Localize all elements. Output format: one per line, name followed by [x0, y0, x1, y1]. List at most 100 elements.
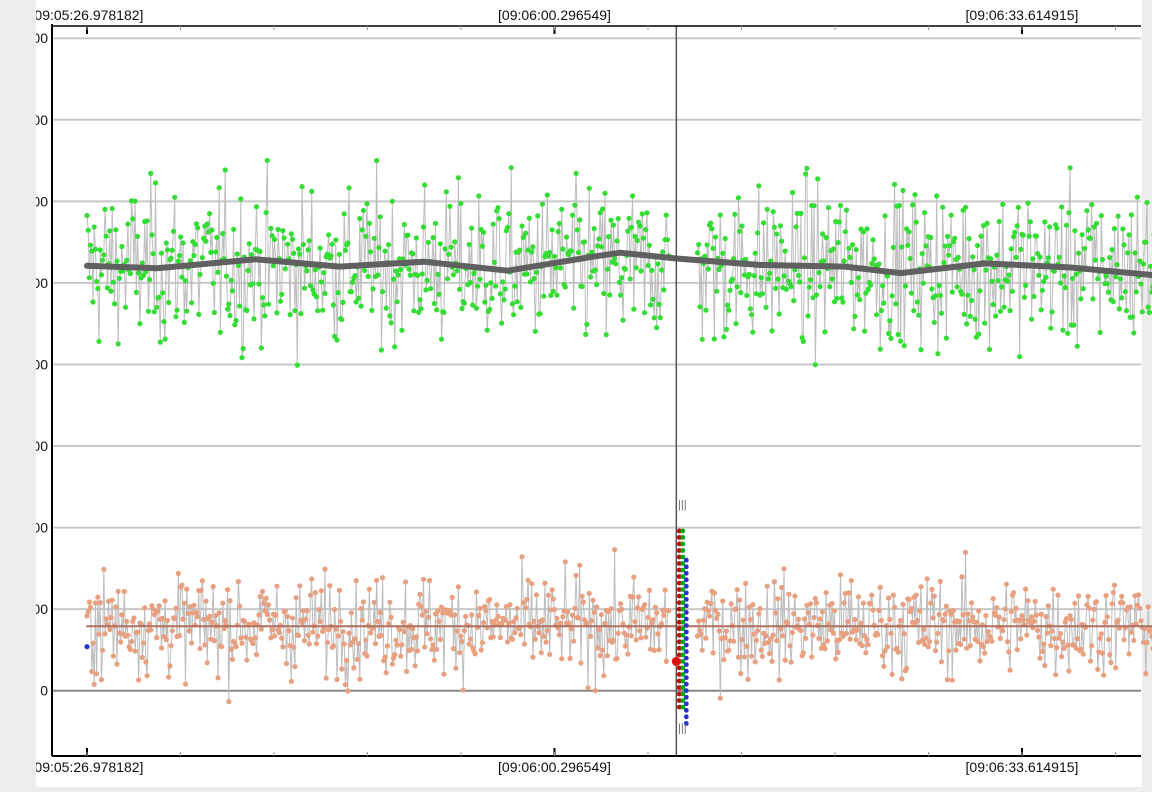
data-point[interactable] — [753, 251, 758, 256]
data-point[interactable] — [331, 643, 336, 648]
data-point[interactable] — [724, 628, 729, 633]
data-point[interactable] — [934, 640, 939, 645]
data-point[interactable] — [848, 255, 853, 260]
data-point[interactable] — [891, 245, 896, 250]
data-point[interactable] — [933, 293, 938, 298]
data-point[interactable] — [906, 597, 911, 602]
data-point[interactable] — [423, 287, 428, 292]
data-point[interactable] — [163, 598, 168, 603]
data-point[interactable] — [187, 628, 192, 633]
data-point[interactable] — [593, 267, 598, 272]
data-point[interactable] — [886, 595, 891, 600]
data-point[interactable] — [182, 601, 187, 606]
data-point[interactable] — [375, 272, 380, 277]
data-point[interactable] — [340, 300, 345, 305]
data-point[interactable] — [892, 605, 897, 610]
data-point[interactable] — [259, 345, 264, 350]
data-point[interactable] — [557, 632, 562, 637]
data-point[interactable] — [932, 594, 937, 599]
data-point[interactable] — [396, 272, 401, 277]
data-point[interactable] — [738, 290, 743, 295]
data-point[interactable] — [856, 594, 861, 599]
data-point[interactable] — [417, 297, 422, 302]
data-point[interactable] — [104, 234, 109, 239]
data-point[interactable] — [309, 189, 314, 194]
data-point[interactable] — [792, 594, 797, 599]
data-point[interactable] — [197, 272, 202, 277]
data-point[interactable] — [619, 275, 624, 280]
data-point[interactable] — [387, 313, 392, 318]
data-point[interactable] — [160, 616, 165, 621]
data-point[interactable] — [1086, 594, 1091, 599]
data-point[interactable] — [93, 247, 98, 252]
data-point[interactable] — [580, 594, 585, 599]
data-point[interactable] — [997, 615, 1002, 620]
data-point[interactable] — [1060, 639, 1065, 644]
data-point[interactable] — [711, 650, 716, 655]
data-point[interactable] — [629, 225, 634, 230]
data-point[interactable] — [260, 589, 265, 594]
data-point[interactable] — [896, 332, 901, 337]
data-point[interactable] — [395, 642, 400, 647]
data-point[interactable] — [595, 645, 600, 650]
marker-point[interactable] — [684, 701, 689, 706]
data-point[interactable] — [608, 606, 613, 611]
data-point[interactable] — [215, 270, 220, 275]
data-point[interactable] — [295, 363, 300, 368]
data-point[interactable] — [1009, 609, 1014, 614]
data-point[interactable] — [899, 676, 904, 681]
data-point[interactable] — [205, 221, 210, 226]
data-point[interactable] — [1105, 281, 1110, 286]
data-point[interactable] — [929, 587, 934, 592]
data-point[interactable] — [260, 295, 265, 300]
marker-point[interactable] — [684, 656, 689, 661]
data-point[interactable] — [1023, 283, 1028, 288]
data-point[interactable] — [636, 594, 641, 599]
data-point[interactable] — [172, 195, 177, 200]
data-point[interactable] — [915, 618, 920, 623]
marker-point[interactable] — [684, 662, 689, 667]
data-point[interactable] — [1010, 289, 1015, 294]
data-point[interactable] — [90, 641, 95, 646]
data-point[interactable] — [485, 328, 490, 333]
data-point[interactable] — [1004, 582, 1009, 587]
data-point[interactable] — [1049, 309, 1054, 314]
data-point[interactable] — [695, 250, 700, 255]
data-point[interactable] — [513, 615, 518, 620]
data-point[interactable] — [462, 301, 467, 306]
data-point[interactable] — [322, 567, 327, 572]
data-point[interactable] — [419, 604, 424, 609]
data-point[interactable] — [286, 628, 291, 633]
data-point[interactable] — [249, 252, 254, 257]
data-point[interactable] — [760, 291, 765, 296]
data-point[interactable] — [243, 635, 248, 640]
data-point[interactable] — [641, 236, 646, 241]
data-point[interactable] — [1075, 344, 1080, 349]
data-point[interactable] — [1078, 647, 1083, 652]
data-point[interactable] — [362, 268, 367, 273]
data-point[interactable] — [733, 607, 738, 612]
data-point[interactable] — [313, 590, 318, 595]
data-point[interactable] — [533, 329, 538, 334]
data-point[interactable] — [973, 317, 978, 322]
data-point[interactable] — [379, 633, 384, 638]
data-point[interactable] — [191, 603, 196, 608]
data-point[interactable] — [935, 631, 940, 636]
data-point[interactable] — [259, 627, 264, 632]
data-point[interactable] — [128, 647, 133, 652]
data-point[interactable] — [1120, 600, 1125, 605]
data-point[interactable] — [943, 243, 948, 248]
data-point[interactable] — [968, 314, 973, 319]
data-point[interactable] — [456, 175, 461, 180]
data-point[interactable] — [654, 610, 659, 615]
data-point[interactable] — [369, 308, 374, 313]
data-point[interactable] — [707, 614, 712, 619]
data-point[interactable] — [475, 284, 480, 289]
marker-point[interactable] — [684, 591, 689, 596]
data-point[interactable] — [503, 287, 508, 292]
data-point[interactable] — [1049, 628, 1054, 633]
data-point[interactable] — [372, 600, 377, 605]
data-point[interactable] — [111, 280, 116, 285]
data-point[interactable] — [955, 284, 960, 289]
data-point[interactable] — [855, 627, 860, 632]
